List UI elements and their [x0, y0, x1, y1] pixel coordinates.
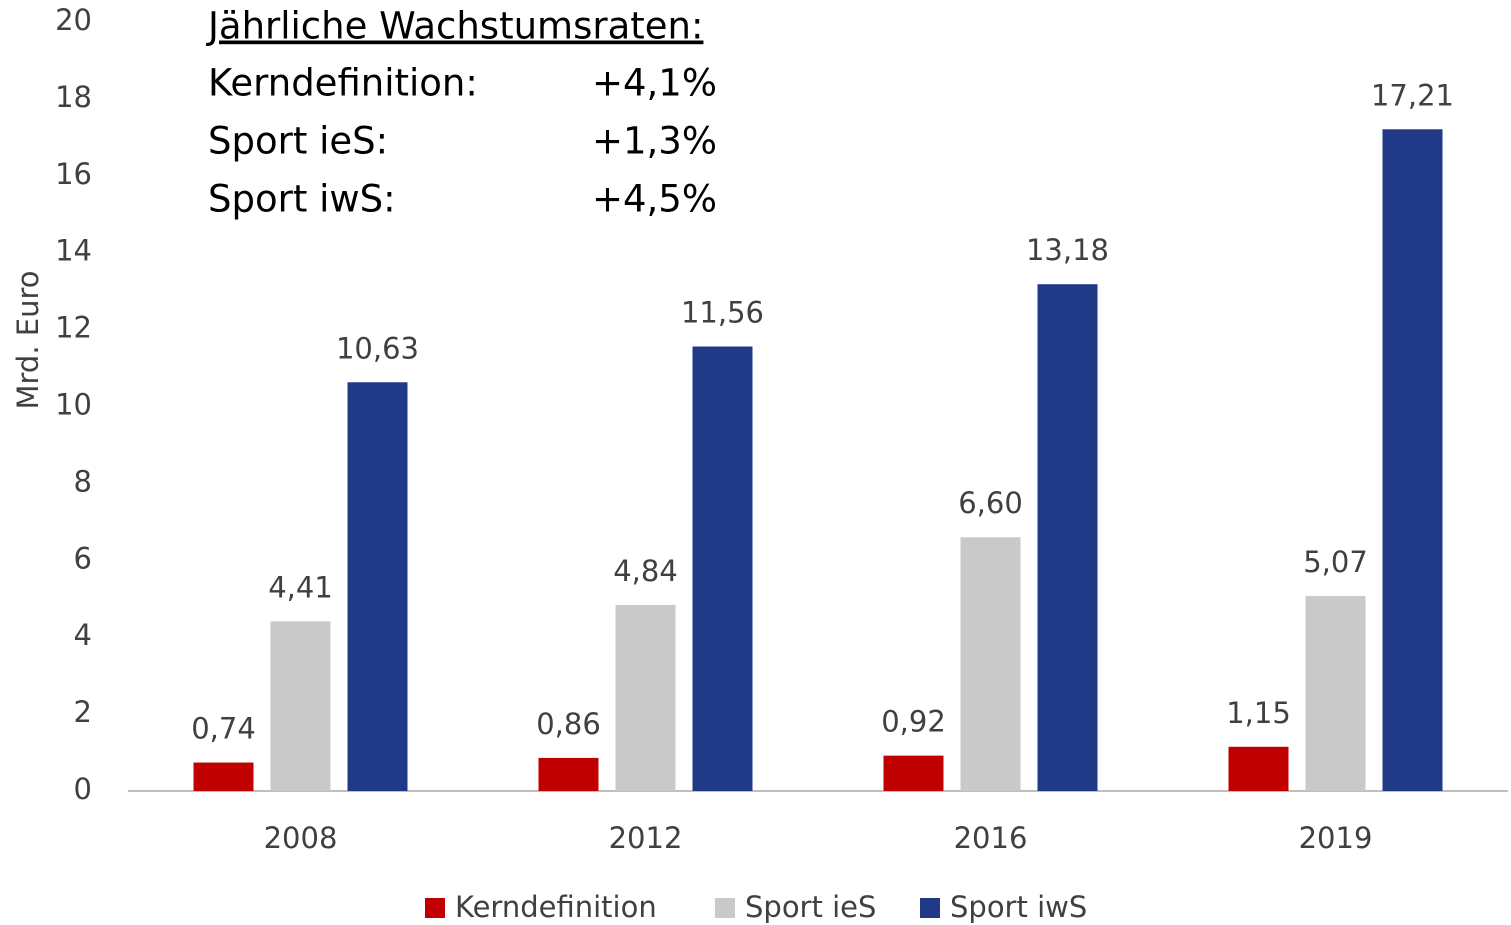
bar	[538, 757, 599, 791]
y-tick-label: 8	[74, 464, 92, 498]
y-tick-label: 20	[55, 3, 92, 37]
bar	[1382, 129, 1443, 791]
data-label: 17,21	[1371, 78, 1454, 112]
bar	[1228, 746, 1289, 791]
y-tick-label: 6	[74, 541, 92, 575]
data-label: 0,92	[881, 705, 946, 739]
data-label: 11,56	[681, 296, 764, 330]
y-tick-label: 10	[55, 388, 92, 422]
legend-swatch	[715, 898, 735, 918]
data-label: 4,41	[268, 570, 333, 604]
bar	[615, 604, 676, 791]
bar	[347, 382, 408, 791]
y-tick-label: 14	[55, 234, 92, 268]
bar	[1037, 284, 1098, 791]
legend-swatch	[920, 898, 940, 918]
annotation-rate: +4,1%	[592, 62, 717, 105]
bar	[692, 346, 753, 791]
data-label: 1,15	[1226, 696, 1291, 730]
data-label: 0,74	[191, 712, 256, 746]
x-tick-label: 2008	[264, 821, 338, 855]
data-label: 5,07	[1303, 545, 1368, 579]
legend-label: Sport ieS	[745, 890, 876, 924]
y-tick-label: 4	[74, 618, 92, 652]
x-tick-label: 2016	[954, 821, 1028, 855]
annotation-rate: +4,5%	[592, 178, 717, 221]
legend-label: Kerndefinition	[455, 890, 657, 924]
data-label: 4,84	[613, 554, 678, 588]
y-tick-label: 2	[74, 695, 92, 729]
bar	[270, 621, 331, 791]
bar	[1305, 596, 1366, 791]
legend-label: Sport iwS	[950, 890, 1087, 924]
bar	[883, 755, 944, 791]
data-label: 10,63	[336, 331, 419, 365]
x-tick-label: 2012	[609, 821, 683, 855]
y-tick-label: 16	[55, 157, 92, 191]
annotation-label: Sport ieS:	[208, 120, 388, 163]
data-label: 0,86	[536, 707, 601, 741]
data-label: 6,60	[958, 486, 1023, 520]
x-tick-label: 2019	[1299, 821, 1373, 855]
annotation-label: Kerndefinition:	[208, 62, 478, 105]
y-axis-label: Mrd. Euro	[11, 270, 45, 409]
annotation-label: Sport iwS:	[208, 178, 396, 221]
y-tick-label: 12	[55, 311, 92, 345]
y-tick-label: 18	[55, 80, 92, 114]
bar	[193, 762, 254, 791]
data-label: 13,18	[1026, 233, 1109, 267]
y-tick-label: 0	[74, 772, 92, 806]
annotation-title: Jährliche Wachstumsraten:	[206, 5, 703, 48]
annotation-rate: +1,3%	[592, 120, 717, 163]
bar	[960, 537, 1021, 791]
legend-swatch	[425, 898, 445, 918]
